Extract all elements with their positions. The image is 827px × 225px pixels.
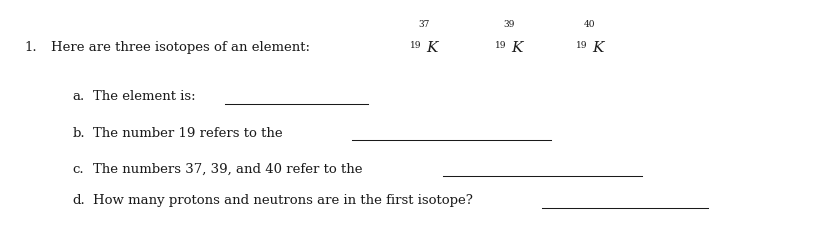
Text: The number 19 refers to the: The number 19 refers to the: [93, 126, 282, 139]
Text: How many protons and neutrons are in the first isotope?: How many protons and neutrons are in the…: [93, 194, 472, 207]
Text: The numbers 37, 39, and 40 refer to the: The numbers 37, 39, and 40 refer to the: [93, 162, 361, 175]
Text: 39: 39: [503, 20, 514, 29]
Text: The element is:: The element is:: [93, 90, 195, 103]
Text: K: K: [426, 40, 437, 54]
Text: c.: c.: [73, 162, 84, 175]
Text: Here are three isotopes of an element:: Here are three isotopes of an element:: [51, 40, 310, 54]
Text: 37: 37: [418, 20, 429, 29]
Text: d.: d.: [73, 194, 85, 207]
Text: 19: 19: [495, 40, 506, 50]
Text: 40: 40: [583, 20, 595, 29]
Text: 19: 19: [409, 40, 421, 50]
Text: b.: b.: [73, 126, 85, 139]
Text: K: K: [591, 40, 603, 54]
Text: K: K: [511, 40, 523, 54]
Text: a.: a.: [73, 90, 85, 103]
Text: 1.: 1.: [25, 40, 37, 54]
Text: 19: 19: [575, 40, 586, 50]
